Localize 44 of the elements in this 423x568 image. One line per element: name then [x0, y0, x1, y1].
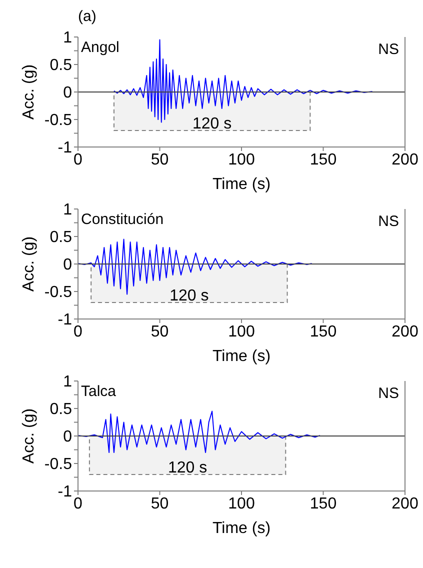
y-tick-label: 0.5: [50, 57, 72, 74]
y-tick-label: -0.5: [44, 284, 72, 302]
line-series: [78, 410, 320, 453]
x-tick-label: 50: [150, 151, 169, 168]
band-label: 120 s: [192, 116, 232, 132]
annotation: Talca: [81, 383, 116, 400]
y-tick-label: -1: [58, 484, 72, 501]
y-tick-label: 0: [63, 84, 72, 102]
y-tick-label: -1: [58, 312, 72, 329]
y-axis-title: Acc. (g): [20, 408, 38, 464]
y-tick-label: 0: [63, 256, 72, 274]
x-tick-label: 200: [392, 495, 418, 512]
annotation: NS: [378, 385, 399, 402]
y-tick-label: 0.5: [50, 229, 72, 246]
x-axis-title: Time (s): [212, 176, 271, 193]
x-tick-label: 200: [392, 323, 418, 340]
y-tick-label: -1: [58, 140, 72, 157]
x-tick-label: 100: [228, 151, 255, 168]
x-axis-title: Time (s): [212, 520, 271, 537]
x-tick-label: 150: [310, 151, 337, 168]
x-tick-label: 100: [228, 323, 255, 340]
annotation: Angol: [81, 39, 120, 56]
annotation: NS: [378, 41, 399, 58]
y-tick-label: 1: [63, 30, 72, 47]
x-tick-label: 150: [310, 495, 337, 512]
x-tick-label: 100: [228, 495, 255, 512]
y-tick-label: 0: [63, 428, 72, 446]
annotation: NS: [378, 213, 399, 230]
band-label: 120 s: [170, 288, 209, 304]
x-tick-label: 50: [150, 323, 169, 340]
y-tick-label: 0.5: [50, 401, 72, 418]
y-axis-title: Acc. (g): [20, 64, 38, 120]
y-axis-title: Acc. (g): [20, 236, 38, 292]
chart-title: (a): [78, 8, 96, 25]
x-tick-label: 50: [150, 495, 169, 512]
y-tick-label: -0.5: [44, 456, 72, 474]
x-tick-label: 200: [392, 151, 418, 168]
x-tick-label: 150: [310, 323, 337, 340]
x-axis-title: Time (s): [212, 348, 271, 365]
annotation: Constitución: [81, 211, 164, 228]
y-tick-label: 1: [63, 202, 72, 219]
band-label: 120 s: [168, 460, 208, 476]
y-tick-label: -0.5: [44, 112, 72, 130]
y-tick-label: 1: [63, 374, 72, 391]
